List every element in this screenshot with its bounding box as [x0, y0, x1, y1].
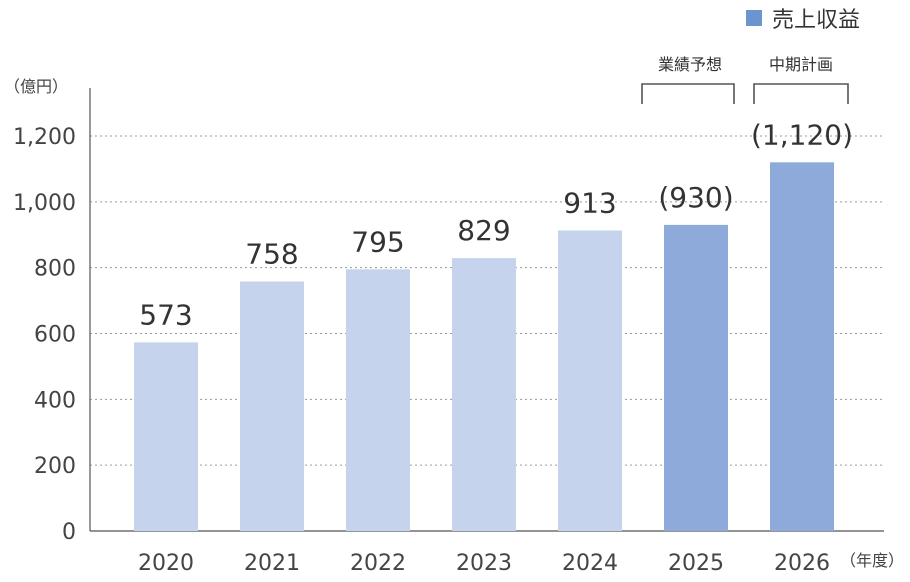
bar-2026	[770, 162, 834, 532]
data-label-2022: 795	[351, 225, 404, 258]
y-unit-label: （億円）	[4, 77, 68, 96]
x-tick-label-2023: 2023	[456, 551, 512, 576]
data-label-2024: 913	[563, 186, 616, 219]
data-labels: 573 758 795 829 913 (930) (1,120)	[139, 118, 853, 331]
y-tick-label: 1,200	[13, 125, 76, 150]
bars	[134, 162, 834, 532]
x-unit-label: （年度）	[840, 551, 904, 570]
data-label-2023: 829	[457, 214, 510, 247]
annotation-forecast-label: 業績予想	[658, 55, 722, 74]
y-tick-label: 400	[34, 388, 76, 413]
data-label-2020: 573	[139, 298, 192, 331]
annotation-midterm-label: 中期計画	[769, 55, 833, 74]
bar-2025	[664, 224, 728, 531]
legend-label: 売上収益	[772, 8, 860, 33]
y-tick-label: 1,000	[13, 191, 76, 216]
bar-2021	[240, 281, 304, 531]
x-tick-label-2021: 2021	[244, 551, 300, 576]
gridlines	[90, 135, 884, 466]
legend-swatch	[746, 10, 762, 26]
data-label-2025: (930)	[658, 181, 733, 214]
y-tick-label: 800	[34, 257, 76, 282]
x-tick-label-2020: 2020	[138, 551, 194, 576]
y-tick-label: 600	[34, 323, 76, 348]
y-tick-label: 200	[34, 454, 76, 479]
x-tick-label-2022: 2022	[350, 551, 406, 576]
annotation-midterm: 中期計画	[753, 55, 849, 104]
data-label-2021: 758	[245, 237, 298, 270]
data-label-2026: (1,120)	[751, 118, 853, 151]
bar-2020	[134, 342, 198, 531]
annotation-forecast: 業績予想	[641, 55, 735, 104]
y-tick-label: 0	[62, 520, 76, 545]
annotation-forecast-bracket	[641, 83, 735, 104]
x-tick-label-2026: 2026	[774, 551, 830, 576]
bar-2023	[452, 258, 516, 531]
tick-labels: 0 200 400 600 800 1,000 1,200 2020 2021 2022 2023 2…	[13, 125, 830, 576]
annotation-midterm-bracket	[753, 83, 849, 104]
x-tick-label-2025: 2025	[668, 551, 724, 576]
bar-2024	[558, 230, 622, 532]
x-tick-label-2024: 2024	[562, 551, 618, 576]
bar-2022	[346, 269, 410, 531]
